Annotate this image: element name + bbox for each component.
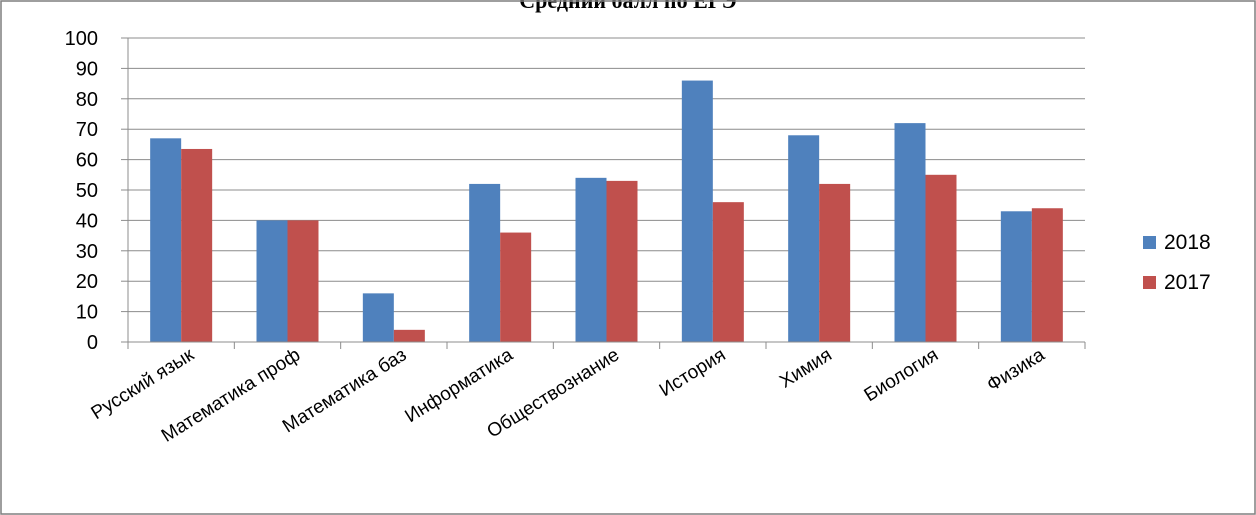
bar-2017 — [606, 180, 638, 342]
y-tick-label: 70 — [76, 119, 98, 141]
x-tick-label: Русский язык — [88, 344, 199, 424]
chart-title: Средний балл по ЕГЭ — [519, 0, 737, 13]
y-tick-label: 30 — [76, 241, 98, 263]
bar-2018 — [1000, 211, 1032, 342]
y-tick-label: 60 — [76, 150, 98, 172]
y-tick-label: 40 — [76, 210, 98, 232]
legend-swatch — [1143, 236, 1156, 249]
bar-2018 — [894, 123, 926, 343]
x-tick-label: История — [656, 344, 730, 401]
bar-2017 — [287, 220, 319, 342]
bar-2018 — [788, 135, 820, 342]
x-tick-label: Физика — [983, 344, 1048, 396]
y-tick-label: 10 — [76, 302, 98, 324]
legend: 2018 2017 — [1143, 231, 1211, 294]
bar-2018 — [575, 177, 607, 342]
y-tick-label: 50 — [76, 180, 98, 202]
legend-label: 2017 — [1164, 271, 1211, 294]
legend-swatch — [1143, 276, 1156, 289]
legend-label: 2018 — [1164, 231, 1211, 254]
bar-2017 — [500, 232, 532, 342]
x-tick-label: Биология — [861, 344, 942, 406]
y-tick-label: 80 — [76, 89, 98, 111]
y-axis: 0 10 20 30 40 50 60 70 80 90 100 — [65, 28, 129, 354]
bar-2018 — [150, 138, 182, 342]
bar-2017 — [1031, 208, 1063, 342]
bar-2018 — [681, 80, 713, 342]
y-tick-label: 100 — [65, 28, 98, 50]
bar-2018 — [362, 293, 394, 342]
bar-2017 — [819, 183, 851, 342]
x-tick-label: Химия — [776, 344, 836, 392]
bar-2018 — [256, 220, 288, 342]
bar-2017 — [712, 202, 744, 342]
y-tick-label: 20 — [76, 271, 98, 293]
y-tick-label: 90 — [76, 58, 98, 80]
bar-2017 — [925, 174, 957, 342]
bars — [150, 80, 1063, 343]
bar-2017 — [393, 329, 425, 342]
bar-2018 — [469, 183, 501, 342]
bar-2017 — [181, 148, 213, 342]
y-tick-label: 0 — [87, 332, 98, 354]
